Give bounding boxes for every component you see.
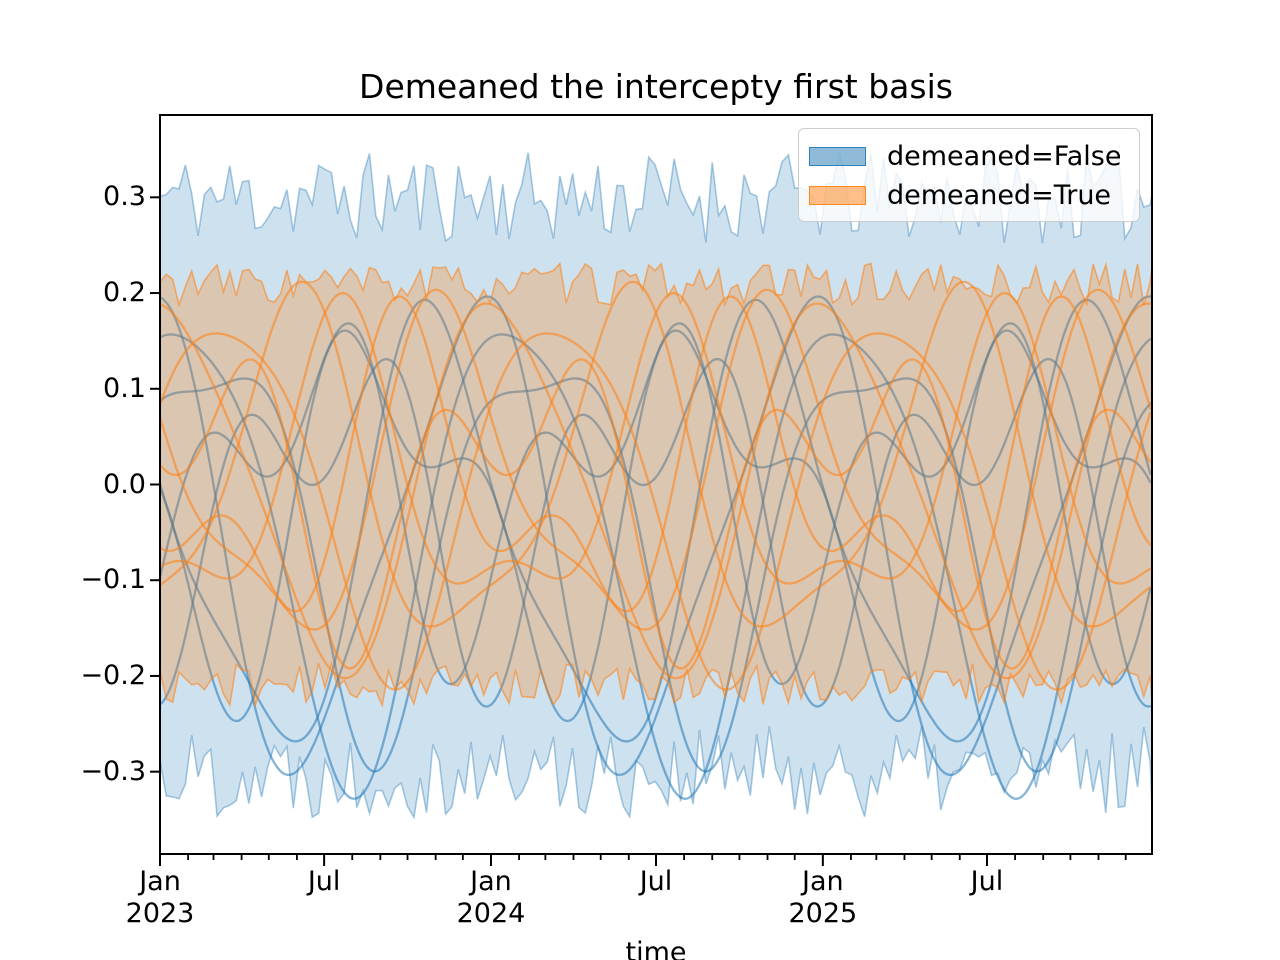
legend-patch-demeaned-true [809, 186, 866, 205]
x-tick-year-2025: 2025 [788, 898, 858, 929]
plot-area [160, 151, 1152, 820]
series-line-demeaned-false-5 [160, 333, 1152, 800]
legend-entry-demeaned-false: demeaned=False [809, 137, 1139, 176]
y-tick-label-0: 0.3 [103, 181, 146, 213]
legend-entry-demeaned-true: demeaned=True [809, 176, 1139, 215]
series-line-demeaned-false-0 [160, 295, 1152, 777]
series-line-demeaned-true-3 [160, 302, 1152, 680]
series-line-demeaned-false-4 [160, 322, 1152, 686]
series-line-demeaned-true-4 [160, 295, 1152, 613]
y-tick-label-6: −0.3 [80, 755, 146, 787]
y-tick-label-5: −0.2 [80, 659, 146, 691]
x-tick-label-jan-2024: Jan [470, 866, 512, 897]
series-line-demeaned-false-1 [160, 377, 1152, 773]
x-tick-label-jan-2025: Jan [802, 866, 844, 897]
x-tick-label-jul-2025: Jul [970, 866, 1004, 897]
legend: demeaned=False demeaned=True [798, 128, 1140, 222]
y-tick-label-4: −0.1 [80, 564, 146, 596]
series-line-demeaned-true-0 [160, 332, 1152, 691]
series-line-demeaned-true-6 [160, 358, 1152, 670]
legend-patch-demeaned-false [809, 147, 866, 166]
y-tick-label-2: 0.1 [103, 372, 146, 404]
legend-label-demeaned-false: demeaned=False [887, 140, 1122, 172]
x-tick-label-jul-2024: Jul [639, 866, 673, 897]
series-line-demeaned-false-6 [160, 357, 1152, 708]
x-tick-year-2024: 2024 [456, 898, 526, 929]
chart-title: Demeaned the intercepty first basis [359, 67, 953, 106]
x-tick-year-2023: 2023 [125, 898, 195, 929]
x-tick-label-jan-2023: Jan [139, 866, 181, 897]
x-tick-label-jul-2023: Jul [307, 866, 341, 897]
y-tick-label-3: 0.0 [103, 468, 146, 500]
y-tick-label-1: 0.2 [103, 277, 146, 309]
band-demeaned-true [160, 261, 1152, 709]
series-line-demeaned-true-5 [160, 280, 1152, 628]
legend-label-demeaned-true: demeaned=True [887, 179, 1112, 211]
x-axis-label: time [625, 937, 687, 960]
